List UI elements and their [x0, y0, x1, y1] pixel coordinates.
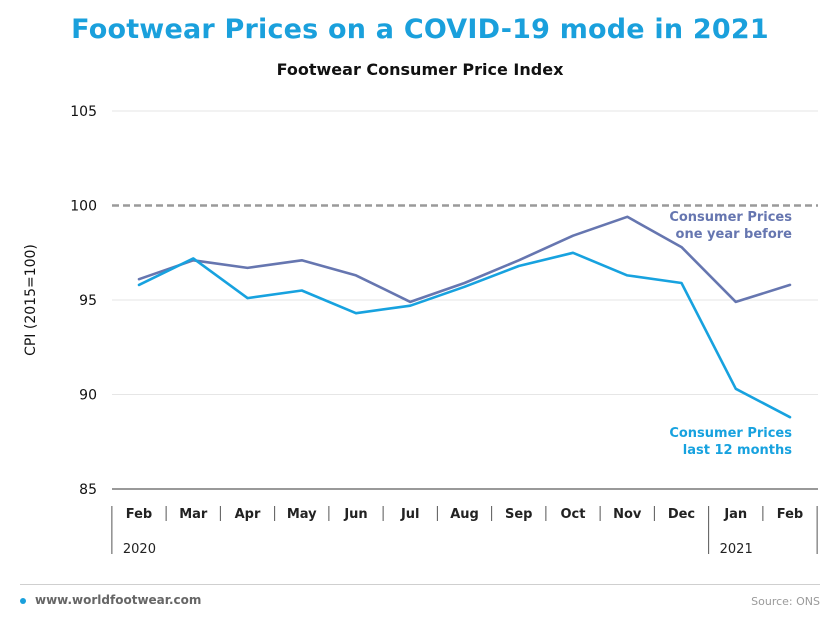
x-tick-label: Jun [343, 507, 367, 522]
y-tick-label: 85 [79, 482, 97, 498]
series-label-1: last 12 months [683, 443, 793, 458]
x-tick-label: Apr [235, 507, 261, 522]
chart-subtitle: Footwear Consumer Price Index [276, 60, 564, 79]
x-tick-label: Aug [450, 507, 479, 522]
y-tick-label: 100 [70, 199, 97, 215]
y-tick-label: 90 [79, 388, 97, 404]
year-group-label: 2021 [720, 542, 753, 557]
x-tick-label: May [287, 507, 317, 522]
bullet-icon [20, 598, 26, 604]
x-tick-label: Dec [668, 507, 695, 522]
x-tick-label: Feb [777, 507, 803, 522]
footer-source: Source: ONS [751, 595, 820, 608]
series-line-0 [137, 215, 792, 304]
y-tick-label: 105 [70, 104, 97, 120]
x-tick-label: Oct [561, 507, 586, 522]
year-group-label: 2020 [123, 542, 156, 557]
line-chart: 85 90 95 100 105 CPI (2015=100) Feb Mar Apr May Ju… [23, 104, 818, 557]
series-label-0: Consumer Prices [669, 210, 792, 225]
chart-title: Footwear Prices on a COVID-19 mode in 20… [71, 14, 769, 45]
x-tick-label: Jul [400, 507, 420, 522]
series-label-0: one year before [676, 227, 793, 242]
x-tick-label: Sep [505, 507, 533, 522]
footer-website-link[interactable]: www.worldfootwear.com [35, 593, 202, 607]
series-label-1: Consumer Prices [669, 426, 792, 441]
x-tick-label: Jan [723, 507, 747, 522]
x-tick-label: Nov [613, 507, 642, 522]
series-line-1 [137, 251, 792, 419]
y-tick-label: 95 [79, 293, 97, 309]
y-axis-label: CPI (2015=100) [23, 244, 39, 356]
x-tick-label: Mar [179, 507, 208, 522]
x-tick-label: Feb [126, 507, 152, 522]
footer-divider [20, 584, 820, 585]
